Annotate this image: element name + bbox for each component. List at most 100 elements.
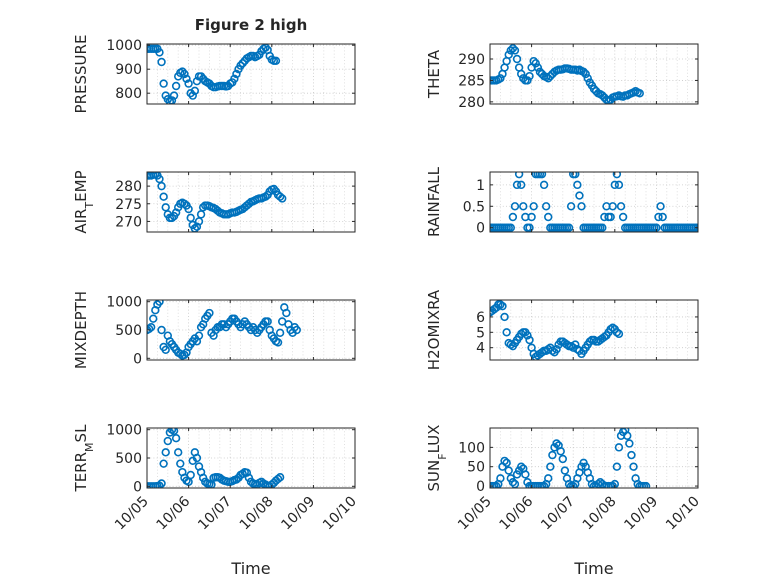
y-tick-label: 50 xyxy=(467,460,485,476)
y-tick-label: 6 xyxy=(476,310,485,326)
y-tick-label: 0.5 xyxy=(463,199,485,215)
data-point xyxy=(598,223,607,232)
data-point xyxy=(180,199,189,208)
data-points xyxy=(490,172,698,232)
data-point xyxy=(531,59,540,68)
data-point xyxy=(556,447,565,456)
data-point xyxy=(500,312,509,322)
data-point xyxy=(147,322,156,332)
data-point xyxy=(232,69,241,79)
y-axis-label-subscript: M xyxy=(83,442,96,452)
y-tick-label: 280 xyxy=(458,95,485,111)
data-point xyxy=(174,448,183,457)
data-point xyxy=(523,331,532,340)
data-point xyxy=(598,91,607,100)
y-axis-label: MIXDEPTH xyxy=(72,291,90,369)
data-point xyxy=(606,212,615,222)
y-tick-label: 1 xyxy=(476,178,485,194)
data-point xyxy=(641,481,651,488)
data-point xyxy=(275,328,285,338)
data-point xyxy=(157,479,166,488)
data-point xyxy=(504,466,513,475)
y-axis-label-tail: LUX xyxy=(425,425,443,454)
subplot-mixdepth: 0 500 1000 MIXDEPTH xyxy=(72,291,356,369)
y-tick-label: 4 xyxy=(476,341,485,357)
data-point xyxy=(502,328,511,337)
data-point xyxy=(157,57,166,67)
data-point xyxy=(535,67,545,77)
data-point xyxy=(656,202,665,211)
data-point xyxy=(157,181,166,191)
data-point xyxy=(658,212,667,222)
data-point xyxy=(510,46,520,55)
subplot-rainfall: 0 0.5 1 RAINFALL xyxy=(425,166,699,237)
y-tick-label: 0 xyxy=(476,221,485,237)
axes-frame xyxy=(489,43,699,105)
data-point xyxy=(504,50,513,59)
data-point xyxy=(618,212,628,222)
data-point xyxy=(552,345,561,354)
axes-frame xyxy=(489,427,699,489)
data-point xyxy=(558,454,567,464)
y-tick-label: 1000 xyxy=(106,38,142,54)
data-point xyxy=(614,443,624,452)
subplot-h2omixra: 456 H2OMIXRA xyxy=(425,289,699,370)
data-point xyxy=(525,223,534,232)
data-point xyxy=(182,74,191,84)
data-point xyxy=(508,44,518,53)
data-point xyxy=(614,329,624,339)
data-point xyxy=(155,48,164,57)
subplot-pressure: 800 900 1000 PRESSURE xyxy=(72,35,356,113)
data-point xyxy=(213,206,222,216)
data-point xyxy=(589,84,599,94)
data-point xyxy=(163,436,173,446)
axes-frame xyxy=(146,171,356,233)
data-point xyxy=(616,202,626,211)
y-tick-label: 275 xyxy=(115,197,142,213)
y-tick-label: 0 xyxy=(476,479,485,495)
data-point xyxy=(159,192,168,201)
y-axis-label-subscript: T xyxy=(83,202,96,210)
data-point xyxy=(523,76,532,85)
data-point xyxy=(569,481,578,488)
data-point xyxy=(273,474,283,484)
data-point xyxy=(192,453,202,463)
y-tick-label: 285 xyxy=(458,73,485,89)
data-point xyxy=(242,468,252,477)
data-point xyxy=(188,91,197,100)
data-point xyxy=(544,212,553,222)
data-points xyxy=(490,300,624,360)
subplot-theta: 280 285 290 THETA xyxy=(425,43,699,111)
y-tick-label: 0 xyxy=(133,479,142,495)
data-point xyxy=(496,474,505,483)
data-point xyxy=(614,180,624,190)
data-point xyxy=(155,174,164,184)
data-point xyxy=(510,202,520,211)
data-point xyxy=(157,325,166,335)
axes-frame xyxy=(489,171,699,233)
data-point xyxy=(271,56,281,65)
data-point xyxy=(278,194,287,203)
data-point xyxy=(149,172,158,180)
data-point xyxy=(583,74,592,83)
data-point xyxy=(190,86,200,96)
data-point xyxy=(180,69,189,79)
data-point xyxy=(548,450,557,460)
y-tick-label: 280 xyxy=(115,179,142,195)
data-point xyxy=(184,79,193,88)
data-point xyxy=(186,213,195,223)
data-point xyxy=(244,199,254,208)
data-points xyxy=(147,172,287,232)
data-point xyxy=(533,63,543,72)
data-point xyxy=(275,473,285,482)
data-point xyxy=(627,450,636,460)
data-point xyxy=(500,456,509,466)
data-point xyxy=(171,81,181,91)
data-point xyxy=(171,433,181,443)
data-point xyxy=(512,180,522,190)
y-tick-label: 800 xyxy=(115,86,142,102)
data-point xyxy=(552,439,561,448)
